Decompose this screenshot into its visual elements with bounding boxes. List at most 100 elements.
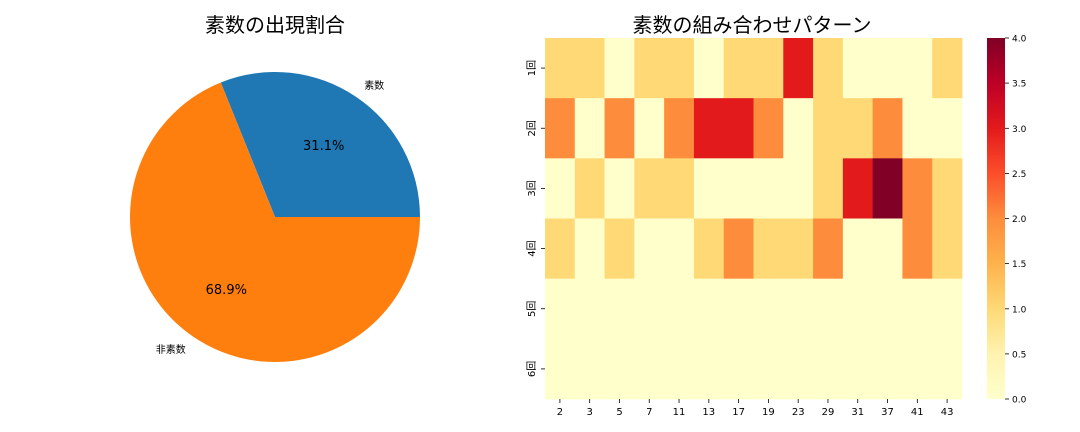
heatmap-cell <box>634 338 665 400</box>
heatmap-cell <box>872 278 903 340</box>
heatmap-cell <box>664 158 695 219</box>
heatmap-cell <box>574 278 605 340</box>
heatmap-cell <box>872 38 903 99</box>
heatmap-cell <box>783 158 814 219</box>
pie-slice-non-prime <box>129 82 420 363</box>
pie-percent-label: 68.9% <box>206 283 247 298</box>
pie-title: 素数の出現割合 <box>205 13 345 37</box>
y-tick-label: 5回 <box>526 301 538 317</box>
heatmap-cell <box>872 218 903 280</box>
x-tick-label: 11 <box>673 407 686 418</box>
heatmap-cell <box>723 278 754 340</box>
x-tick-label: 19 <box>762 407 775 418</box>
x-tick-label: 7 <box>646 407 652 418</box>
heatmap-cell <box>902 278 933 340</box>
heatmap-cell <box>842 158 874 219</box>
heatmap-cell <box>842 38 874 99</box>
heatmap-cell <box>634 278 665 340</box>
heatmap-cell <box>783 278 814 340</box>
heatmap-cell <box>723 158 754 219</box>
heatmap-cell <box>634 38 665 99</box>
x-tick-label: 13 <box>702 407 715 418</box>
y-tick-label: 4回 <box>526 240 538 256</box>
heatmap-cell <box>723 98 754 159</box>
pie-slices <box>129 72 420 363</box>
heatmap-cell <box>574 38 605 99</box>
heatmap-cell <box>693 218 725 280</box>
heatmap-cell <box>545 278 576 340</box>
pie-percent-label: 31.1% <box>303 139 344 154</box>
heatmap-cell <box>813 338 844 400</box>
heatmap-cell <box>634 98 665 159</box>
x-tick-label: 17 <box>732 407 745 418</box>
heatmap-cell <box>604 338 635 400</box>
heatmap-cell <box>783 338 814 400</box>
heatmap-cell <box>902 38 933 99</box>
heatmap-cell <box>872 98 903 159</box>
heatmap-cell <box>545 158 576 219</box>
heatmap-cell <box>783 218 814 280</box>
colorbar-tick-label: 3.0 <box>1012 125 1027 135</box>
heatmap-cell <box>664 218 695 280</box>
heatmap-cell <box>693 338 725 400</box>
heatmap-title: 素数の組み合わせパターン <box>633 13 872 37</box>
colorbar-tick-label: 1.5 <box>1012 260 1026 270</box>
heatmap-cell <box>872 158 903 219</box>
y-tick-label: 1回 <box>526 60 538 76</box>
heatmap-cell <box>783 38 814 99</box>
x-tick-label: 37 <box>881 407 894 418</box>
heatmap-cell <box>693 38 725 99</box>
colorbar-tick-label: 2.5 <box>1012 170 1026 180</box>
colorbar-tick-label: 0.0 <box>1012 396 1027 406</box>
heatmap-cell <box>664 98 695 159</box>
heatmap-cell <box>634 218 665 280</box>
heatmap-cell <box>932 158 963 219</box>
heatmap-cell <box>813 38 844 99</box>
heatmap-cell <box>753 338 784 400</box>
heatmap-cell <box>693 98 725 159</box>
heatmap-cell <box>932 98 963 159</box>
heatmap-cell <box>545 98 576 159</box>
colorbar-ticks: 0.0 0.5 1.0 1.5 2.0 2.5 3.0 3.5 4.0 <box>1005 35 1027 406</box>
heatmap-cell <box>664 278 695 340</box>
heatmap-cell <box>932 218 963 280</box>
heatmap-cell <box>753 38 784 99</box>
x-tick-label: 5 <box>616 407 622 418</box>
heatmap-cell <box>723 338 754 400</box>
heatmap-cell <box>842 278 874 340</box>
heatmap-cell <box>842 218 874 280</box>
x-tick-label: 23 <box>792 407 805 418</box>
heatmap-cell <box>813 278 844 340</box>
heatmap-cell <box>604 278 635 340</box>
colorbar-tick-label: 3.5 <box>1012 80 1026 90</box>
heatmap-cell <box>783 98 814 159</box>
pie-category-label: 素数 <box>364 79 384 92</box>
heatmap-cell <box>753 158 784 219</box>
heatmap-cell <box>723 38 754 99</box>
heatmap-cell <box>693 158 725 219</box>
colorbar-tick-label: 0.5 <box>1012 350 1026 360</box>
heatmap-chart: 素数の組み合わせパターン 2 3 5 7 11 13 17 19 23 29 31 37 41 43 1回… <box>526 13 963 418</box>
heatmap-cell <box>753 218 784 280</box>
x-tick-label: 43 <box>941 407 954 418</box>
heatmap-cell <box>813 98 844 159</box>
heatmap-cell <box>932 338 963 400</box>
heatmap-cell <box>842 338 874 400</box>
heatmap-cell <box>574 158 605 219</box>
heatmap-cell <box>574 338 605 400</box>
heatmap-cell <box>932 38 963 99</box>
heatmap-cell <box>753 98 784 159</box>
x-tick-label: 29 <box>822 407 835 418</box>
colorbar-tick-label: 1.0 <box>1012 305 1027 315</box>
y-tick-label: 3回 <box>526 180 538 196</box>
x-tick-label: 41 <box>911 407 924 418</box>
pie-category-label: 非素数 <box>156 343 186 356</box>
heatmap-cell <box>604 158 635 219</box>
heatmap-cell <box>634 158 665 219</box>
heatmap-cell <box>932 278 963 340</box>
heatmap-cell <box>813 158 844 219</box>
heatmap-cell <box>604 218 635 280</box>
heatmap-cell <box>545 338 576 400</box>
pie-labels: 31.1% 素数 68.9% 非素数 <box>156 79 384 356</box>
heatmap-cell <box>574 218 605 280</box>
